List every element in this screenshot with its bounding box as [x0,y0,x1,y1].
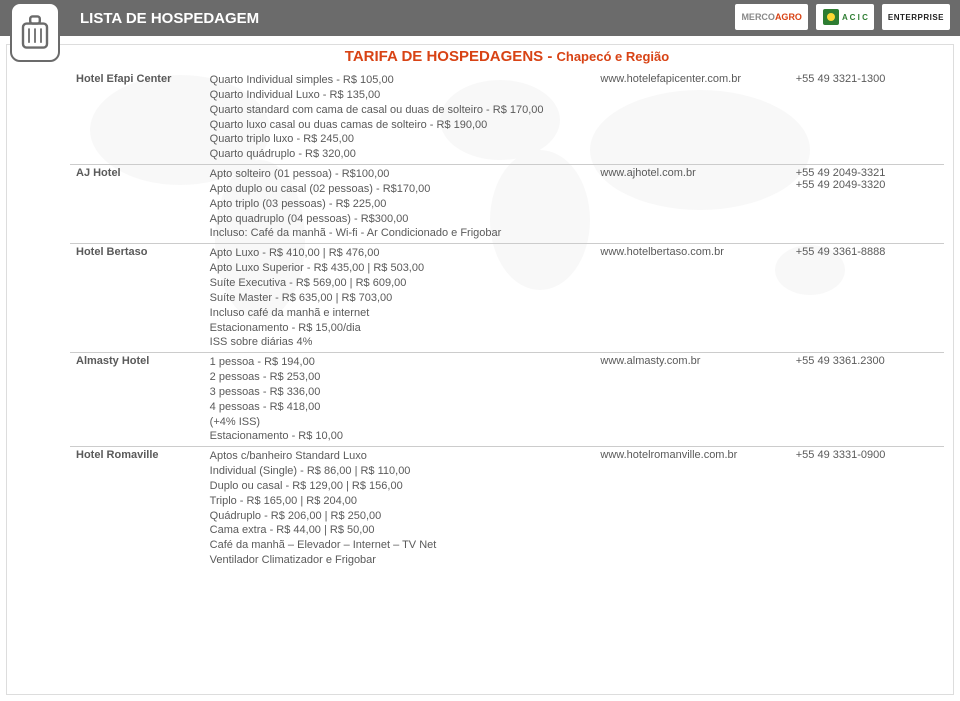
hotels-table: Hotel Efapi CenterQuarto Individual simp… [70,71,944,570]
hotel-name: Almasty Hotel [70,353,204,447]
hotel-details: Quarto Individual simples - R$ 105,00Qua… [204,71,595,165]
hotel-name: Hotel Romaville [70,447,204,570]
table-row: Almasty Hotel1 pessoa - R$ 194,002 pesso… [70,353,944,447]
hotel-website: www.hotelbertaso.com.br [594,244,789,353]
header-bar: LISTA DE HOSPEDAGEM MERCOAGRO A C I C EN… [0,0,960,36]
hotel-details: Apto Luxo - R$ 410,00 | R$ 476,00Apto Lu… [204,244,595,353]
section-title-main: TARIFA DE HOSPEDAGENS - [345,48,557,65]
logo-acic-text: A C I C [842,13,868,22]
table-row: Hotel RomavilleAptos c/banheiro Standard… [70,447,944,570]
hotel-phone: +55 49 3331-0900 [790,447,944,570]
hotel-website: www.almasty.com.br [594,353,789,447]
table-row: Hotel Efapi CenterQuarto Individual simp… [70,71,944,165]
hotel-details: Apto solteiro (01 pessoa) - R$100,00Apto… [204,165,595,244]
section-title: TARIFA DE HOSPEDAGENS - Chapecó e Região [70,48,944,65]
hotel-phone: +55 49 3361.2300 [790,353,944,447]
logo-mercoagro: MERCOAGRO [735,4,808,30]
hotel-name: AJ Hotel [70,165,204,244]
hotel-name: Hotel Efapi Center [70,71,204,165]
header-logos: MERCOAGRO A C I C ENTERPRISE [735,4,950,30]
hotel-name: Hotel Bertaso [70,244,204,353]
hotel-website: www.hotelefapicenter.com.br [594,71,789,165]
logo-acic: A C I C [816,4,874,30]
hotel-details: Aptos c/banheiro Standard LuxoIndividual… [204,447,595,570]
hotel-website: www.ajhotel.com.br [594,165,789,244]
table-row: AJ HotelApto solteiro (01 pessoa) - R$10… [70,165,944,244]
hotel-details: 1 pessoa - R$ 194,002 pessoas - R$ 253,0… [204,353,595,447]
content-area: TARIFA DE HOSPEDAGENS - Chapecó e Região… [0,48,960,580]
hotel-phone: +55 49 3361-8888 [790,244,944,353]
hotel-phone: +55 49 3321-1300 [790,71,944,165]
hotel-website: www.hotelromanville.com.br [594,447,789,570]
logo-merco-text: MERCO [741,12,775,22]
section-title-sub: Chapecó e Região [556,49,669,64]
suitcase-icon [10,2,60,62]
logo-agro-text: AGRO [775,12,802,22]
logo-enterprise: ENTERPRISE [882,4,950,30]
hotel-phone: +55 49 2049-3321+55 49 2049-3320 [790,165,944,244]
page-title: LISTA DE HOSPEDAGEM [80,10,259,27]
table-row: Hotel BertasoApto Luxo - R$ 410,00 | R$ … [70,244,944,353]
